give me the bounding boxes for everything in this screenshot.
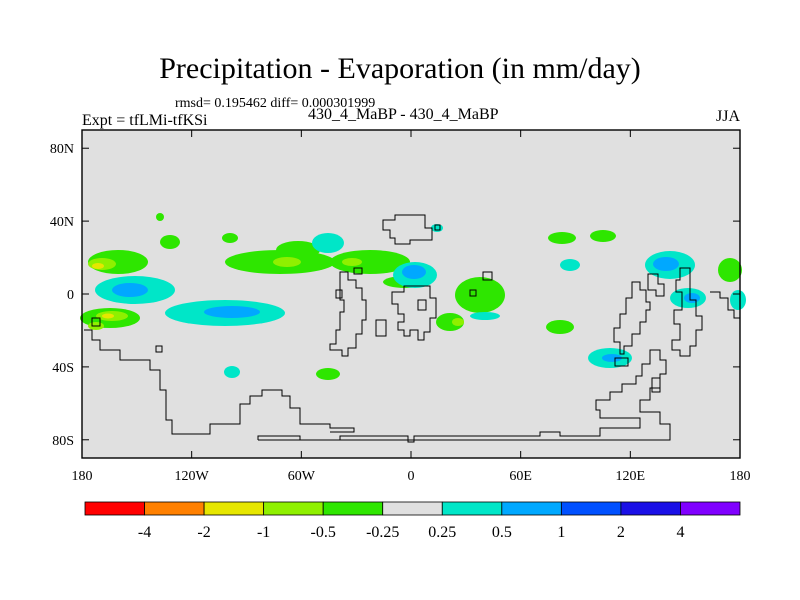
rmsd-diff-stats: rmsd= 0.195462 diff= 0.000301999: [175, 96, 376, 111]
lat-tick-label: 40N: [50, 215, 74, 230]
colorbar: -4 -2 -1 -0.5 -0.25 0.25 0.5 1 2 4: [84, 501, 741, 541]
colorbar-label: -2: [197, 524, 210, 541]
anomaly-field: [80, 213, 746, 380]
lat-tick-label: 0: [67, 288, 74, 303]
lon-tick-label: 60W: [288, 469, 316, 484]
colorbar-label: -4: [138, 524, 151, 541]
colorbar-label: -0.5: [311, 524, 336, 541]
lon-tick-label: 120W: [175, 469, 210, 484]
lon-tick-label: 180: [730, 469, 751, 484]
colorbar-swatch: [501, 501, 562, 516]
colorbar-swatch: [203, 501, 265, 516]
colorbar-label: 0.5: [492, 524, 512, 541]
lon-tick-label: 60E: [509, 469, 532, 484]
lon-tick-label: 0: [408, 469, 415, 484]
colorbar-label: 2: [617, 524, 625, 541]
chart-title: Precipitation - Evaporation (in mm/day): [159, 52, 641, 85]
map-field-background: [82, 130, 740, 458]
colorbar-label: 0.25: [428, 524, 456, 541]
colorbar-swatch: [322, 501, 384, 516]
colorbar-label: 4: [676, 524, 684, 541]
lon-tick-label: 180: [72, 469, 93, 484]
latitude-axis: 80N 40N 0 40S 80S: [50, 142, 740, 449]
colorbar-swatch: [84, 501, 145, 516]
colorbar-swatch: [441, 501, 503, 516]
experiment-label: Expt = tfLMi-tfKSi: [82, 112, 208, 129]
lat-tick-label: 40S: [52, 361, 74, 376]
colorbar-label: 1: [557, 524, 565, 541]
colorbar-swatch: [680, 501, 741, 516]
colorbar-label: -0.25: [366, 524, 399, 541]
lat-tick-label: 80N: [50, 142, 74, 157]
lon-tick-label: 120E: [616, 469, 646, 484]
season-label: JJA: [716, 108, 741, 125]
colorbar-swatch: [382, 501, 443, 516]
longitude-axis: 180 120W 60W 0 60E 120E 180: [72, 130, 751, 484]
colorbar-label: -1: [257, 524, 270, 541]
coastlines: [84, 214, 740, 443]
colorbar-swatch: [144, 501, 205, 516]
colorbar-swatch: [263, 501, 324, 516]
case-label: 430_4_MaBP - 430_4_MaBP: [308, 106, 499, 123]
colorbar-swatch: [560, 501, 622, 516]
lat-tick-label: 80S: [52, 434, 74, 449]
colorbar-swatch: [620, 501, 681, 516]
